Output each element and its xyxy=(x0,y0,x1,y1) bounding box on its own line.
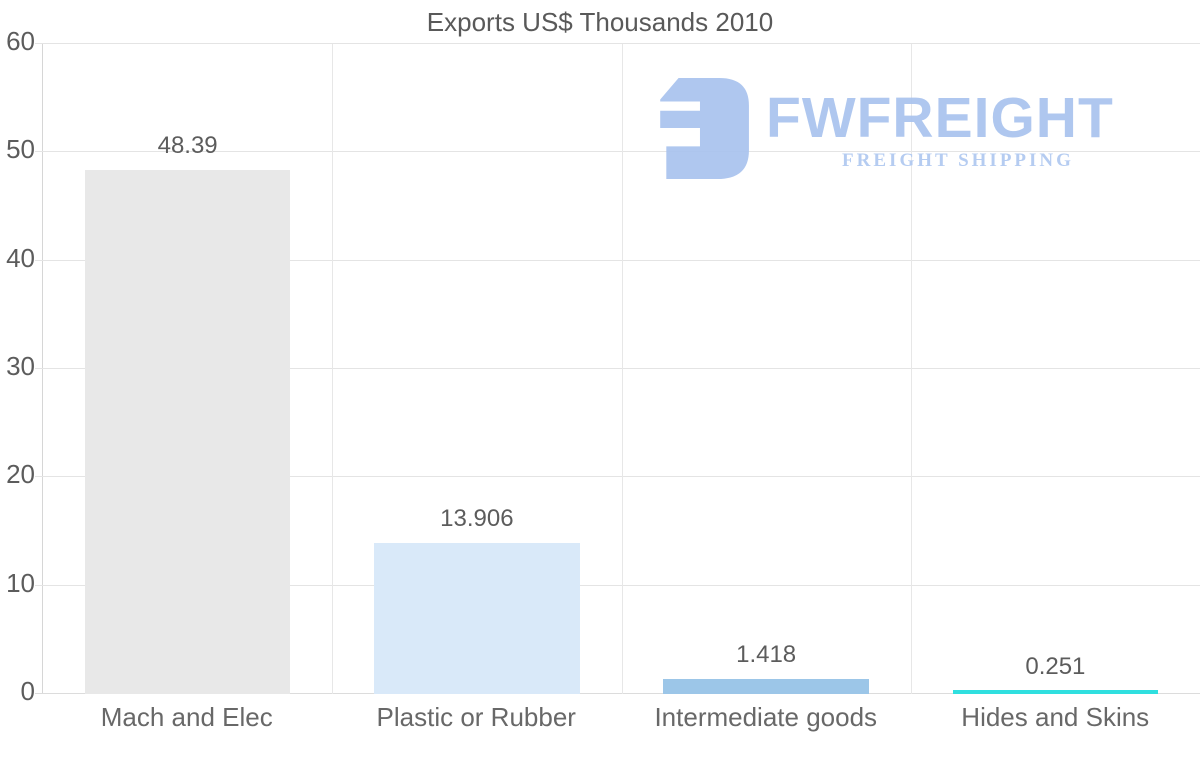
fwfreight-tagline: FREIGHT SHIPPING xyxy=(842,150,1074,171)
gridline-y-0 xyxy=(35,693,1200,694)
bar-value-2: 1.418 xyxy=(736,640,797,668)
bar-value-3: 0.251 xyxy=(1025,653,1086,681)
y-tick-20: 20 xyxy=(6,459,35,490)
fwfreight-wordmark: FWFREIGHT xyxy=(766,86,1114,150)
gridline-y-50 xyxy=(35,151,1200,153)
bar-value-1: 13.906 xyxy=(440,505,514,533)
gridline-y-60 xyxy=(35,43,1200,44)
bar-hides-and-skins xyxy=(952,690,1159,694)
y-tick-0: 0 xyxy=(20,676,35,706)
x-label-3: Hides and Skins xyxy=(961,702,1150,732)
plot-area: 0 10 20 30 40 50 60 48.39 13.906 1.418 0.251 xyxy=(6,26,1200,706)
y-tick-40: 40 xyxy=(6,242,35,273)
gridline-y-20 xyxy=(35,476,1200,478)
bar-plastic-or-rubber xyxy=(374,543,580,694)
bar-value-0: 48.39 xyxy=(157,131,218,159)
x-label-2: Intermediate goods xyxy=(654,702,878,732)
gridline-x-2 xyxy=(621,44,623,694)
y-tick-10: 10 xyxy=(6,567,35,598)
y-tick-60: 60 xyxy=(6,26,35,56)
gridline-y-10 xyxy=(35,584,1200,586)
y-tick-50: 50 xyxy=(6,134,35,165)
category-3: 0.251 xyxy=(911,44,1200,694)
y-tick-30: 30 xyxy=(6,351,35,381)
x-axis-labels: Mach and Elec Plastic or Rubber Intermedia… xyxy=(42,702,1200,742)
gridline-y-30 xyxy=(35,368,1200,369)
fwfreight-logo-icon xyxy=(660,78,749,180)
category-2: 1.418 xyxy=(622,44,911,694)
bar-mach-and-elec xyxy=(84,169,291,694)
x-label-0: Mach and Elec xyxy=(100,702,273,732)
gridline-x-1 xyxy=(332,44,334,694)
bar-intermediate-goods xyxy=(663,678,869,694)
gridline-x-3 xyxy=(910,44,912,694)
category-0: 48.39 xyxy=(43,44,332,694)
fwfreight-logo: FWFREIGHT FREIGHT SHIPPING xyxy=(650,66,1150,186)
category-1: 13.906 xyxy=(332,44,621,694)
chart-title: Exports US$ Thousands 2010 xyxy=(426,7,774,37)
x-label-1: Plastic or Rubber xyxy=(376,702,576,732)
gridline-y-40 xyxy=(35,259,1200,261)
